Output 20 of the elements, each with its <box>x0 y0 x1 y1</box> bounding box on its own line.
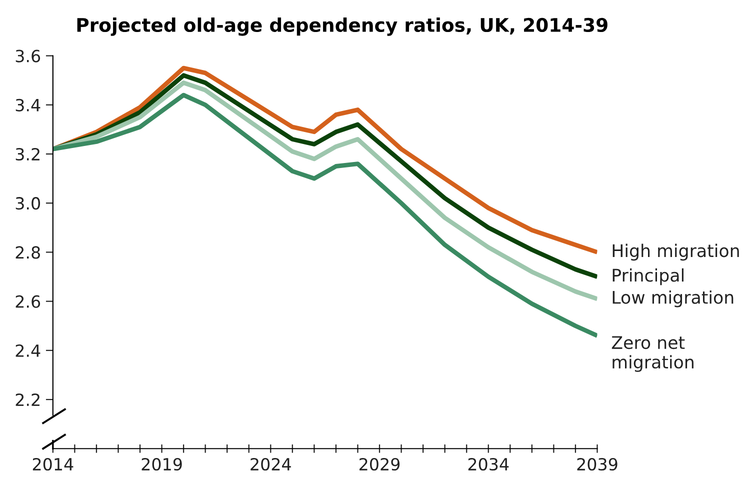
x-tick-label: 2034 <box>468 458 509 471</box>
y-tick-label: 3.0 <box>16 197 40 210</box>
y-tick-label: 2.8 <box>16 246 40 259</box>
y-tick-label: 3.6 <box>16 50 40 62</box>
x-tick-label: 2029 <box>360 458 400 471</box>
y-tick-label: 3.4 <box>16 98 40 112</box>
y-tick-label: 3.2 <box>16 148 40 161</box>
y-tick-label: 2.6 <box>16 295 40 308</box>
chart-title: Projected old-age dependency ratios, UK, 2014-39 <box>77 18 608 36</box>
y-tick-label: 2.2 <box>16 393 40 406</box>
series-label: Low migration <box>612 290 734 308</box>
y-tick-label: 2.4 <box>16 344 40 357</box>
series-label: Principal <box>612 268 684 286</box>
line-series <box>52 92 598 338</box>
x-tick-label: 2024 <box>250 458 291 471</box>
series-label: Zero net migration <box>612 336 694 372</box>
x-tick-label: 2039 <box>577 458 618 471</box>
series-label: High migration <box>612 244 739 261</box>
x-tick-label: 2019 <box>142 458 182 471</box>
x-tick-label: 2014 <box>32 458 74 471</box>
